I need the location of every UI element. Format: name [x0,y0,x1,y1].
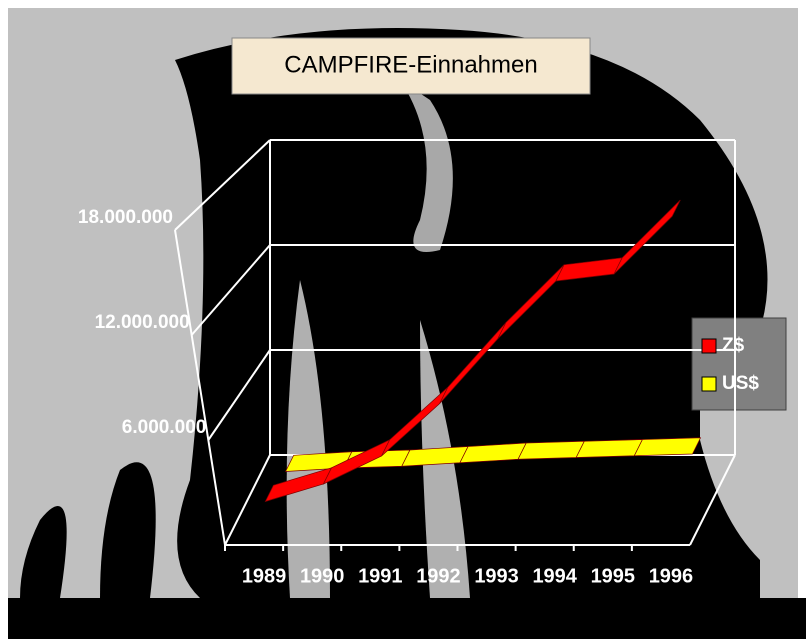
ribbon-segment [518,441,584,459]
x-tick-label: 1995 [591,565,636,587]
legend-label: Z$ [722,335,745,356]
chart-title: CAMPFIRE-Einnahmen [284,51,537,78]
y-tick-label: 6.000.000 [122,417,207,438]
chart: CAMPFIRE-Einnahmen 6.000.000 12.000.000 18… [0,0,806,639]
x-tick-label: 1996 [649,565,694,587]
ribbon-segment [576,440,642,458]
y-tick-label: 18.000.000 [78,207,173,228]
legend-swatch [702,377,716,391]
x-tick-label: 1990 [300,565,345,587]
x-tick-label: 1989 [242,565,287,587]
ground [8,598,806,639]
legend-label: US$ [722,373,759,394]
legend-swatch [702,339,716,353]
x-tick-label: 1993 [474,565,519,587]
legend [692,318,786,410]
x-tick-label: 1994 [532,565,577,587]
y-tick-label: 12.000.000 [95,312,190,333]
ribbon-segment [634,438,700,456]
x-tick-label: 1992 [416,565,461,587]
x-tick-label: 1991 [358,565,403,587]
